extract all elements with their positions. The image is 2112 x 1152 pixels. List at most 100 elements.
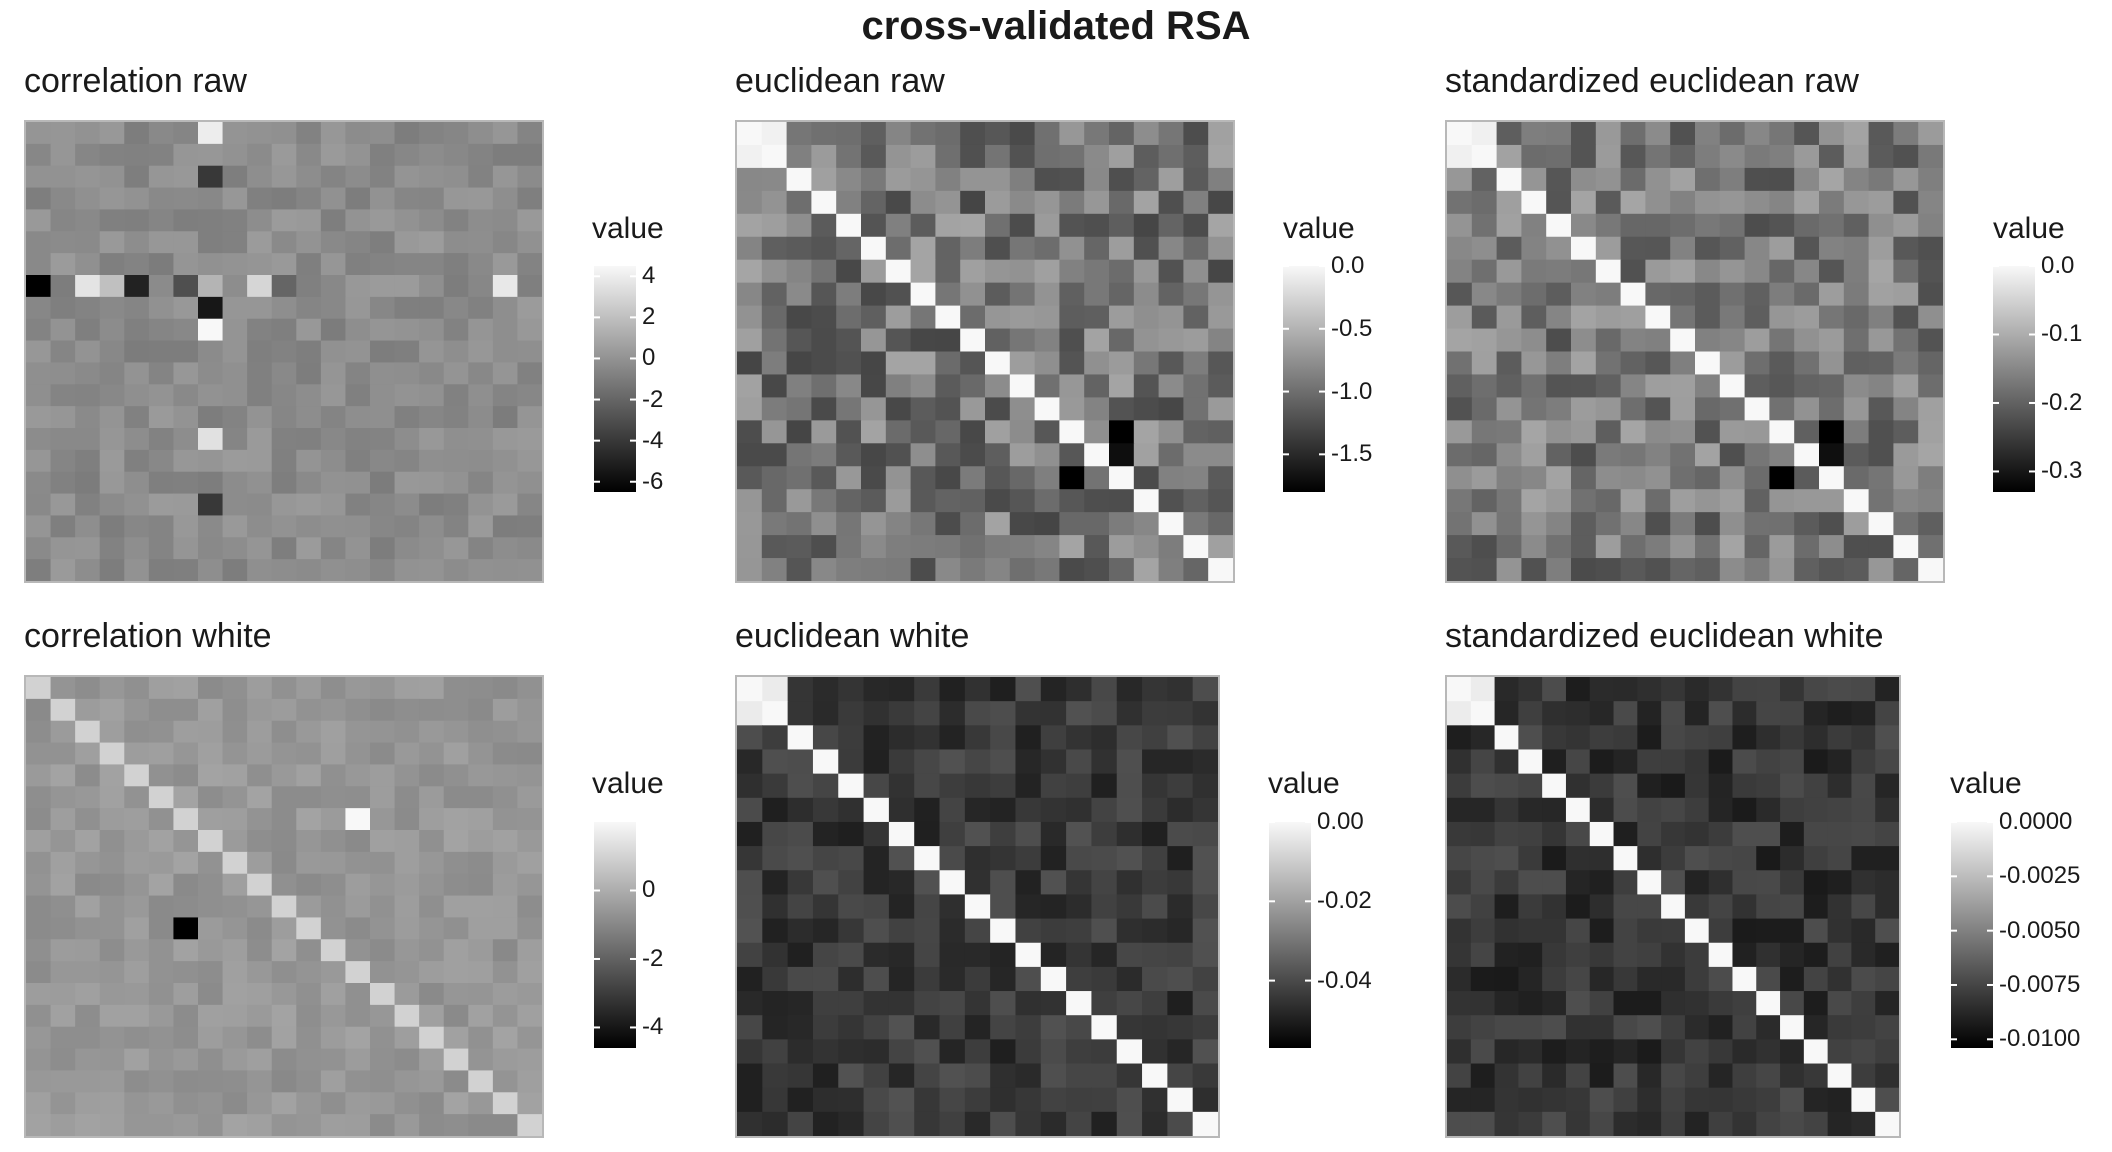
- standardized-euclidean-white-cell: [1708, 870, 1734, 896]
- euclidean-raw-cell: [1133, 535, 1160, 559]
- correlation-raw-cell: [75, 362, 101, 385]
- euclidean-white-cell: [990, 918, 1017, 944]
- standardized-euclidean-raw-cell: [1670, 535, 1696, 559]
- standardized-euclidean-raw-cell: [1695, 397, 1721, 421]
- correlation-white-cell: [26, 1070, 52, 1093]
- correlation-white-cell: [517, 917, 542, 940]
- correlation-raw-cell: [247, 384, 273, 407]
- standardized-euclidean-white-cell: [1542, 821, 1567, 847]
- correlation-raw-cell: [443, 231, 469, 254]
- correlation-white-cell: [173, 917, 199, 940]
- correlation-white-cell: [468, 917, 494, 940]
- correlation-white-cell: [370, 1026, 396, 1050]
- correlation-raw-cell: [468, 122, 494, 145]
- correlation-raw-cell: [50, 318, 76, 342]
- correlation-white-cell: [271, 1114, 297, 1136]
- standardized-euclidean-white-cell: [1565, 870, 1591, 896]
- euclidean-white-cell: [1192, 725, 1218, 751]
- euclidean-white-cell: [1091, 846, 1118, 871]
- standardized-euclidean-raw-cell: [1893, 535, 1919, 559]
- euclidean-white-cell: [762, 677, 789, 702]
- euclidean-white-cell: [787, 991, 814, 1016]
- euclidean-raw-cell: [1084, 213, 1110, 238]
- correlation-raw-cell: [99, 143, 125, 167]
- euclidean-raw-cell: [885, 282, 912, 307]
- correlation-white-cell: [26, 983, 52, 1006]
- standardized-euclidean-raw-cell: [1546, 512, 1572, 536]
- standardized-euclidean-raw-cell: [1719, 236, 1746, 261]
- euclidean-raw-cell: [1208, 420, 1233, 444]
- euclidean-white-cell: [964, 1015, 991, 1040]
- standardized-euclidean-raw-cell: [1620, 351, 1646, 376]
- euclidean-white-cell: [812, 773, 839, 799]
- correlation-white-cell: [345, 1114, 371, 1136]
- euclidean-raw-cell: [786, 397, 812, 421]
- standardized-euclidean-raw-cell: [1670, 305, 1696, 330]
- standardized-euclidean-raw-cell: [1843, 213, 1870, 238]
- correlation-raw-cell: [320, 384, 347, 407]
- standardized-euclidean-white-cell: [1494, 701, 1519, 726]
- euclidean-white-cell: [812, 918, 839, 944]
- euclidean-raw-cell: [861, 351, 887, 376]
- standardized-euclidean-white-cell: [1661, 749, 1686, 775]
- standardized-euclidean-raw-cell: [1546, 420, 1572, 444]
- euclidean-raw-cell: [1009, 489, 1036, 513]
- euclidean-raw-cell: [737, 466, 763, 490]
- euclidean-raw-cell: [1059, 512, 1085, 536]
- standardized-euclidean-raw-cell: [1546, 466, 1572, 490]
- euclidean-raw-cell: [836, 236, 862, 261]
- standardized-euclidean-raw-cell: [1819, 144, 1845, 169]
- correlation-raw-cell: [247, 406, 273, 429]
- correlation-raw-cell: [492, 275, 519, 298]
- correlation-white-cell: [148, 786, 175, 809]
- correlation-raw-cell: [271, 318, 297, 342]
- correlation-raw-cell: [222, 165, 248, 189]
- correlation-white-cell: [271, 983, 297, 1006]
- correlation-white-cell: [320, 764, 347, 787]
- euclidean-raw-cell: [935, 328, 961, 353]
- standardized-euclidean-white-cell: [1447, 966, 1472, 992]
- correlation-raw-cell: [320, 165, 347, 189]
- euclidean-white-colorbar-tick-label: 0.00: [1317, 808, 1364, 835]
- standardized-euclidean-white-cell: [1708, 701, 1734, 726]
- euclidean-white-cell: [1015, 749, 1042, 775]
- euclidean-white-cell: [1116, 918, 1143, 944]
- standardized-euclidean-raw-cell: [1893, 236, 1919, 261]
- standardized-euclidean-white-cell: [1637, 677, 1662, 702]
- correlation-raw-cell: [468, 165, 494, 189]
- correlation-white-cell: [271, 764, 297, 787]
- standardized-euclidean-white-cell: [1470, 797, 1496, 823]
- correlation-white-cell: [443, 808, 469, 831]
- euclidean-white-cell: [1167, 1087, 1194, 1113]
- correlation-raw-cell: [394, 296, 420, 320]
- correlation-raw-cell: [468, 275, 494, 298]
- correlation-raw-cell: [198, 318, 224, 342]
- correlation-raw-cell: [50, 122, 76, 145]
- standardized-euclidean-white-cell: [1637, 821, 1662, 847]
- correlation-white-cell: [222, 983, 248, 1006]
- correlation-white-cell: [26, 764, 52, 787]
- standardized-euclidean-raw-cell: [1620, 512, 1646, 536]
- standardized-euclidean-white-cell: [1803, 991, 1829, 1016]
- standardized-euclidean-raw-cell: [1546, 397, 1572, 421]
- correlation-white-cell: [370, 742, 396, 766]
- correlation-raw-cell: [26, 449, 52, 473]
- standardized-euclidean-raw-cell: [1893, 328, 1919, 353]
- euclidean-raw-cell: [737, 420, 763, 444]
- euclidean-raw-colorbar-tick-label: -0.5: [1331, 314, 1373, 342]
- euclidean-raw-cell: [836, 122, 862, 146]
- correlation-raw-cell: [492, 406, 519, 429]
- euclidean-white-cell: [812, 1015, 839, 1040]
- correlation-raw-cell: [419, 253, 445, 276]
- standardized-euclidean-white-cell: [1470, 1063, 1496, 1089]
- correlation-raw-cell: [370, 471, 396, 495]
- euclidean-raw-cell: [1034, 144, 1060, 169]
- standardized-euclidean-raw-cell: [1695, 167, 1721, 192]
- euclidean-white-cell: [787, 1111, 814, 1136]
- standardized-euclidean-raw-cell: [1794, 305, 1820, 330]
- correlation-raw-cell: [26, 340, 52, 364]
- euclidean-raw-cell: [960, 122, 986, 146]
- correlation-raw-cell: [247, 143, 273, 167]
- euclidean-raw-cell: [761, 236, 788, 261]
- standardized-euclidean-raw-cell: [1695, 144, 1721, 169]
